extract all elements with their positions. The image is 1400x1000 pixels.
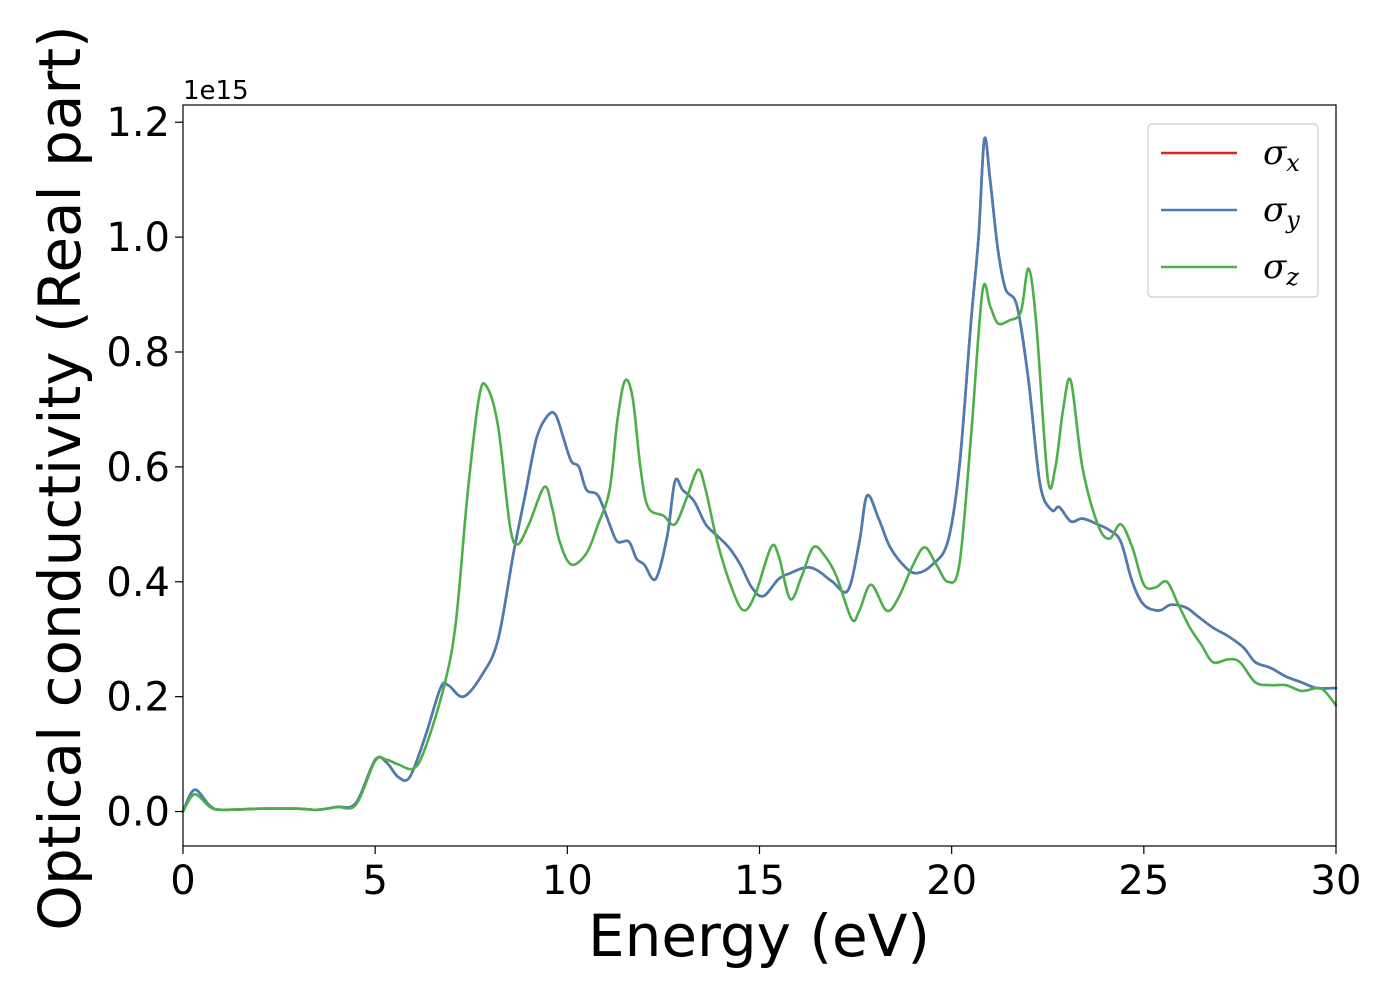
y-tick-label: 0.4 (106, 560, 170, 606)
y-tick-label: 1.0 (106, 215, 170, 261)
legend-label-sigma-z: σz (1263, 247, 1299, 291)
y-offset-label: 1e15 (183, 76, 249, 106)
legend-symbol: σ (1263, 190, 1287, 230)
y-tick-label: 1.2 (106, 100, 170, 146)
legend-symbol: σ (1263, 133, 1287, 173)
x-tick-label: 10 (542, 858, 593, 904)
x-axis-ticks: 0 5 10 15 20 25 30 (170, 846, 1361, 904)
legend-label-sigma-x: σx (1263, 133, 1300, 177)
plot-curves (181, 136, 1338, 813)
x-tick-label: 30 (1311, 858, 1362, 904)
y-tick-label: 0.8 (106, 330, 170, 376)
legend-subscript: z (1285, 263, 1299, 291)
legend-label-sigma-y: σy (1263, 190, 1300, 234)
y-tick-label: 0.2 (106, 675, 170, 721)
y-tick-label: 0.0 (106, 790, 170, 836)
y-tick-label: 0.6 (106, 445, 170, 491)
legend-subscript: x (1286, 149, 1300, 177)
x-tick-label: 25 (1118, 858, 1169, 904)
y-axis-ticks: 0.0 0.2 0.4 0.6 0.8 1.0 1.2 (106, 100, 183, 836)
y-axis-label: Optical conductivity (Real part) (26, 25, 94, 930)
legend-symbol: σ (1263, 247, 1287, 287)
legend-subscript: y (1285, 206, 1300, 234)
x-tick-label: 20 (926, 858, 977, 904)
x-tick-label: 5 (362, 858, 387, 904)
x-tick-label: 15 (734, 858, 785, 904)
series-line-sigma-z (181, 267, 1338, 813)
x-tick-label: 0 (170, 858, 195, 904)
series-line-sigma-y (181, 136, 1338, 813)
x-axis-label: Energy (eV) (588, 902, 930, 970)
